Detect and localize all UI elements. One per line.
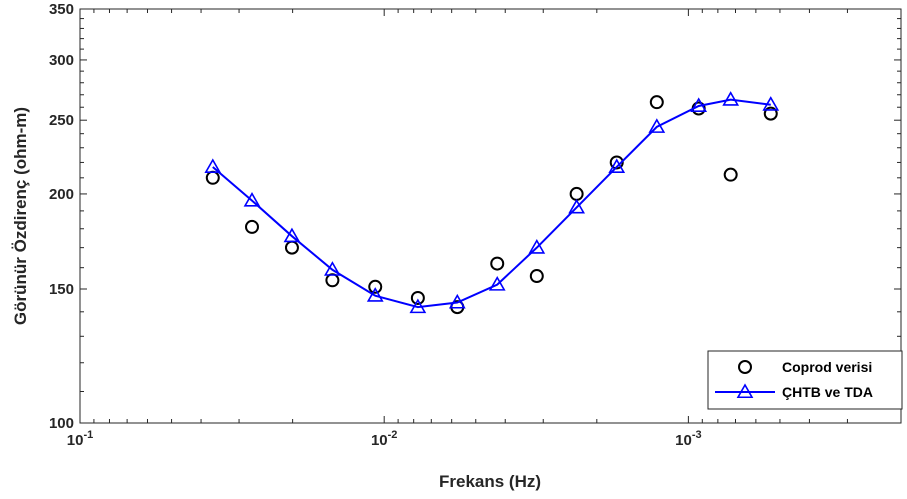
series-line: [212, 98, 771, 309]
data-point-triangle: [366, 287, 384, 302]
data-point-triangle: [409, 298, 427, 314]
data-point-triangle: [608, 158, 626, 174]
y-tick-label: 350: [49, 1, 74, 18]
y-tick-label: 200: [49, 186, 74, 203]
data-point-circle: [244, 219, 259, 234]
legend-label: ÇHTB ve TDA: [782, 384, 873, 400]
labels-layer: 10-1 10-2 10-3 100 150 200 250 300 350: [49, 1, 702, 449]
x-axis-label: Frekans (Hz): [439, 472, 541, 491]
data-point-triangle: [690, 97, 708, 113]
data-point-triangle: [204, 158, 222, 174]
data-point-triangle: [243, 191, 261, 207]
data-point-triangle: [448, 293, 466, 309]
data-point-triangle: [762, 96, 780, 111]
data-point-triangle: [722, 91, 740, 106]
data-point-triangle: [568, 198, 586, 214]
data-point-circle: [490, 256, 505, 271]
data-point-triangle: [324, 261, 341, 276]
data-point-circle: [723, 167, 738, 182]
legend: Coprod verisi ÇHTB ve TDA: [707, 350, 903, 410]
plot-frame: [79, 8, 902, 424]
x-tick-label: 10-1: [67, 429, 93, 449]
y-axis-label: Görünür Özdirenç (ohm-m): [11, 107, 30, 325]
data-point-circle: [368, 279, 383, 294]
y-tick-label: 300: [49, 52, 74, 69]
y-tick-label: 250: [49, 112, 74, 129]
data-point-circle: [649, 95, 664, 110]
legend-marker-triangle: [736, 383, 754, 399]
x-tick-label: 10-2: [371, 429, 397, 449]
legend-entries: Coprod verisi ÇHTB ve TDA: [715, 359, 873, 400]
data-point-triangle: [283, 227, 301, 243]
legend-marker-circle: [738, 360, 752, 374]
data-point-circle: [529, 269, 544, 284]
x-tick-label: 10-3: [675, 429, 701, 449]
legend-label: Coprod verisi: [782, 359, 872, 375]
series-layer: [204, 91, 780, 315]
legend-box: [707, 350, 903, 410]
data-point-triangle: [488, 276, 506, 291]
data-point-triangle: [648, 118, 666, 133]
y-tick-label: 150: [49, 281, 74, 298]
data-point-triangle: [528, 239, 546, 254]
y-tick-label: 100: [49, 415, 74, 432]
data-point-circle: [763, 106, 778, 121]
data-point-circle: [410, 290, 425, 305]
data-point-circle: [609, 155, 624, 170]
